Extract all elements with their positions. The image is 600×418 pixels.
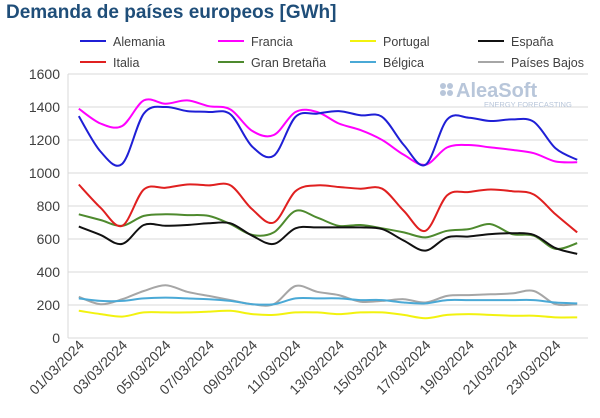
y-axis-ticks: 0 200 400 600 800 1000 1200 1400 1600	[29, 66, 60, 346]
legend-label-paises-bajos: Países Bajos	[511, 56, 584, 70]
series-line-belgica	[78, 296, 578, 306]
logo-tagline: ENERGY FORECASTING	[484, 100, 572, 109]
series-line-espana	[78, 221, 578, 255]
y-tick-label: 1400	[29, 99, 60, 115]
series-line-alemania	[77, 105, 578, 167]
y-tick-label: 1000	[29, 165, 60, 181]
y-tick-label: 1200	[29, 132, 60, 148]
y-tick-label: 600	[37, 231, 61, 247]
y-tick-label: 800	[37, 198, 61, 214]
legend: Alemania Francia Portugal España Italia Gran …	[80, 35, 584, 70]
legend-label-gran-bretana: Gran Bretaña	[251, 56, 326, 70]
y-tick-label: 200	[37, 297, 61, 313]
chart-title: Demanda de países europeos [GWh]	[6, 2, 337, 23]
y-tick-label: 400	[37, 264, 61, 280]
series-line-paises-bajos	[78, 284, 578, 307]
legend-label-alemania: Alemania	[113, 35, 165, 49]
series-line-francia	[78, 98, 578, 166]
series-line-portugal	[78, 309, 578, 320]
grid-lines	[67, 73, 588, 339]
series-line-italia	[78, 182, 578, 234]
logo-name: AleaSoft	[456, 80, 537, 102]
legend-label-portugal: Portugal	[383, 35, 430, 49]
y-tick-label: 0	[52, 330, 60, 346]
legend-label-belgica: Bélgica	[383, 56, 424, 70]
series-lines	[77, 98, 578, 320]
aleasoft-logo: AleaSoft ENERGY FORECASTING	[440, 80, 572, 109]
legend-label-espana: España	[511, 35, 553, 49]
legend-label-italia: Italia	[113, 56, 139, 70]
x-axis-ticks: 01/03/202403/03/202405/03/202407/03/2024…	[26, 337, 564, 398]
y-tick-label: 1600	[29, 66, 60, 82]
legend-label-francia: Francia	[251, 35, 293, 49]
series-line-gran-bretana	[78, 209, 578, 251]
